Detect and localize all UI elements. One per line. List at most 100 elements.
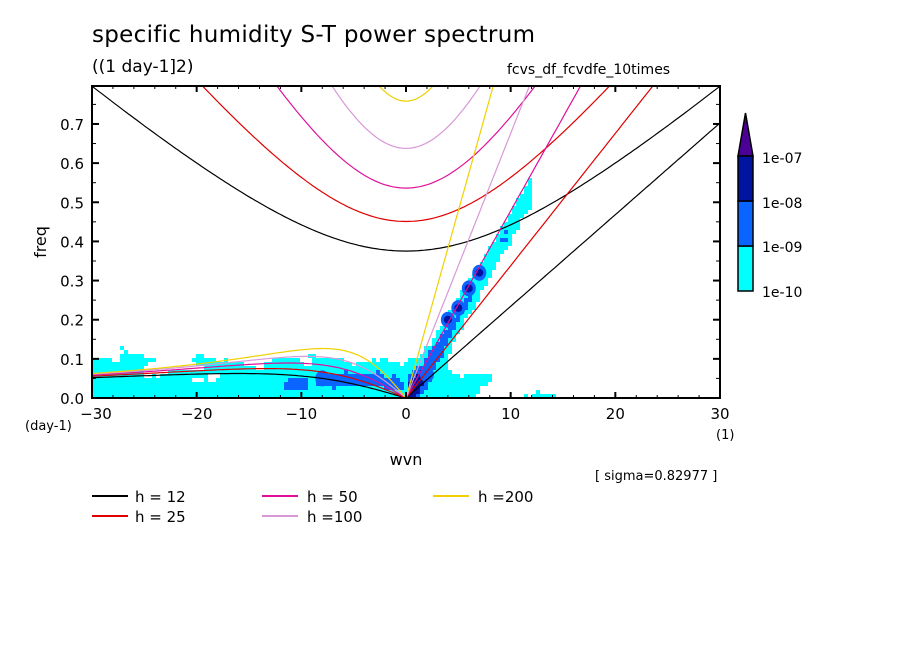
power-cell [120,386,124,390]
power-cell [368,370,372,374]
power-cell [384,394,388,398]
power-cell [484,382,488,386]
power-cell [388,394,392,398]
power-cell [344,378,348,382]
power-cell [112,390,116,394]
power-cell [416,358,420,362]
power-cell [312,374,316,378]
legend-label: h = 50 [307,488,358,506]
power-cell [528,190,532,194]
y-tick-label: 0.3 [60,273,84,291]
dispersion-curve-kel [405,86,582,398]
power-cell [424,350,428,354]
axis-ticks [91,86,721,399]
power-cell [152,358,156,362]
power-cell [404,386,408,390]
power-cell [540,394,544,398]
power-cell [348,374,352,378]
power-cell [452,338,456,342]
power-cell [208,366,212,370]
power-cell [116,374,120,378]
dispersion-curve-er [92,355,407,398]
power-cell [404,378,408,382]
power-cell [372,386,376,390]
power-cell [124,358,128,362]
power-cell [460,294,464,298]
power-cell [232,362,236,366]
power-cell [444,358,448,362]
power-cell [520,210,524,214]
power-cell [444,374,448,378]
power-cell [116,386,120,390]
power-cell [404,374,408,378]
power-cell [528,186,532,190]
power-cell [348,378,352,382]
power-cell [316,386,320,390]
power-cell [392,394,396,398]
power-cell [496,250,500,254]
power-cell [188,382,192,386]
power-cell [476,382,480,386]
power-cell [136,354,140,358]
power-cell [292,366,296,370]
power-cell [280,366,284,370]
power-cell [436,374,440,378]
power-cell [512,218,516,222]
power-cell [212,370,216,374]
power-cell [340,362,344,366]
power-cell [428,390,432,394]
power-cell [244,382,248,386]
power-cell [304,378,308,382]
power-cell [484,262,488,266]
dispersion-curve-ig [92,86,720,252]
power-cell [280,358,284,362]
power-cell [448,326,452,330]
power-cell [144,362,148,366]
power-cell [112,366,116,370]
power-cell [480,382,484,386]
power-cell [380,390,384,394]
power-cell [172,390,176,394]
power-cell [436,386,440,390]
power-cell [312,394,316,398]
power-cell [472,386,476,390]
power-cell [412,378,416,382]
power-cell [444,386,448,390]
power-cell [100,394,104,398]
power-cell [432,354,436,358]
power-cell [120,390,124,394]
power-cell [436,342,440,346]
power-cell [124,394,128,398]
power-cell [184,374,188,378]
power-cell [244,386,248,390]
power-cell [424,390,428,394]
power-cell [460,322,464,326]
power-cell [416,370,420,374]
power-cell [464,390,468,394]
power-cell [380,378,384,382]
power-cell [368,362,372,366]
power-cell [460,298,464,302]
power-cell [104,366,108,370]
power-cell [352,386,356,390]
power-cell [468,298,472,302]
power-cell [220,394,224,398]
power-cell [244,366,248,370]
x-tick-label: 10 [501,405,520,423]
power-cell [448,370,452,374]
power-cell [188,374,192,378]
power-cell [376,370,380,374]
y-tick-label: 0.0 [60,390,84,408]
power-cell [160,394,164,398]
power-cell [268,390,272,394]
power-cell [508,222,512,226]
power-cell [440,334,444,338]
power-cell [396,370,400,374]
power-cell [192,374,196,378]
power-cell [496,258,500,262]
power-cell [388,382,392,386]
power-cell [440,374,444,378]
power-cell [260,390,264,394]
power-cell [352,394,356,398]
power-cell [252,390,256,394]
